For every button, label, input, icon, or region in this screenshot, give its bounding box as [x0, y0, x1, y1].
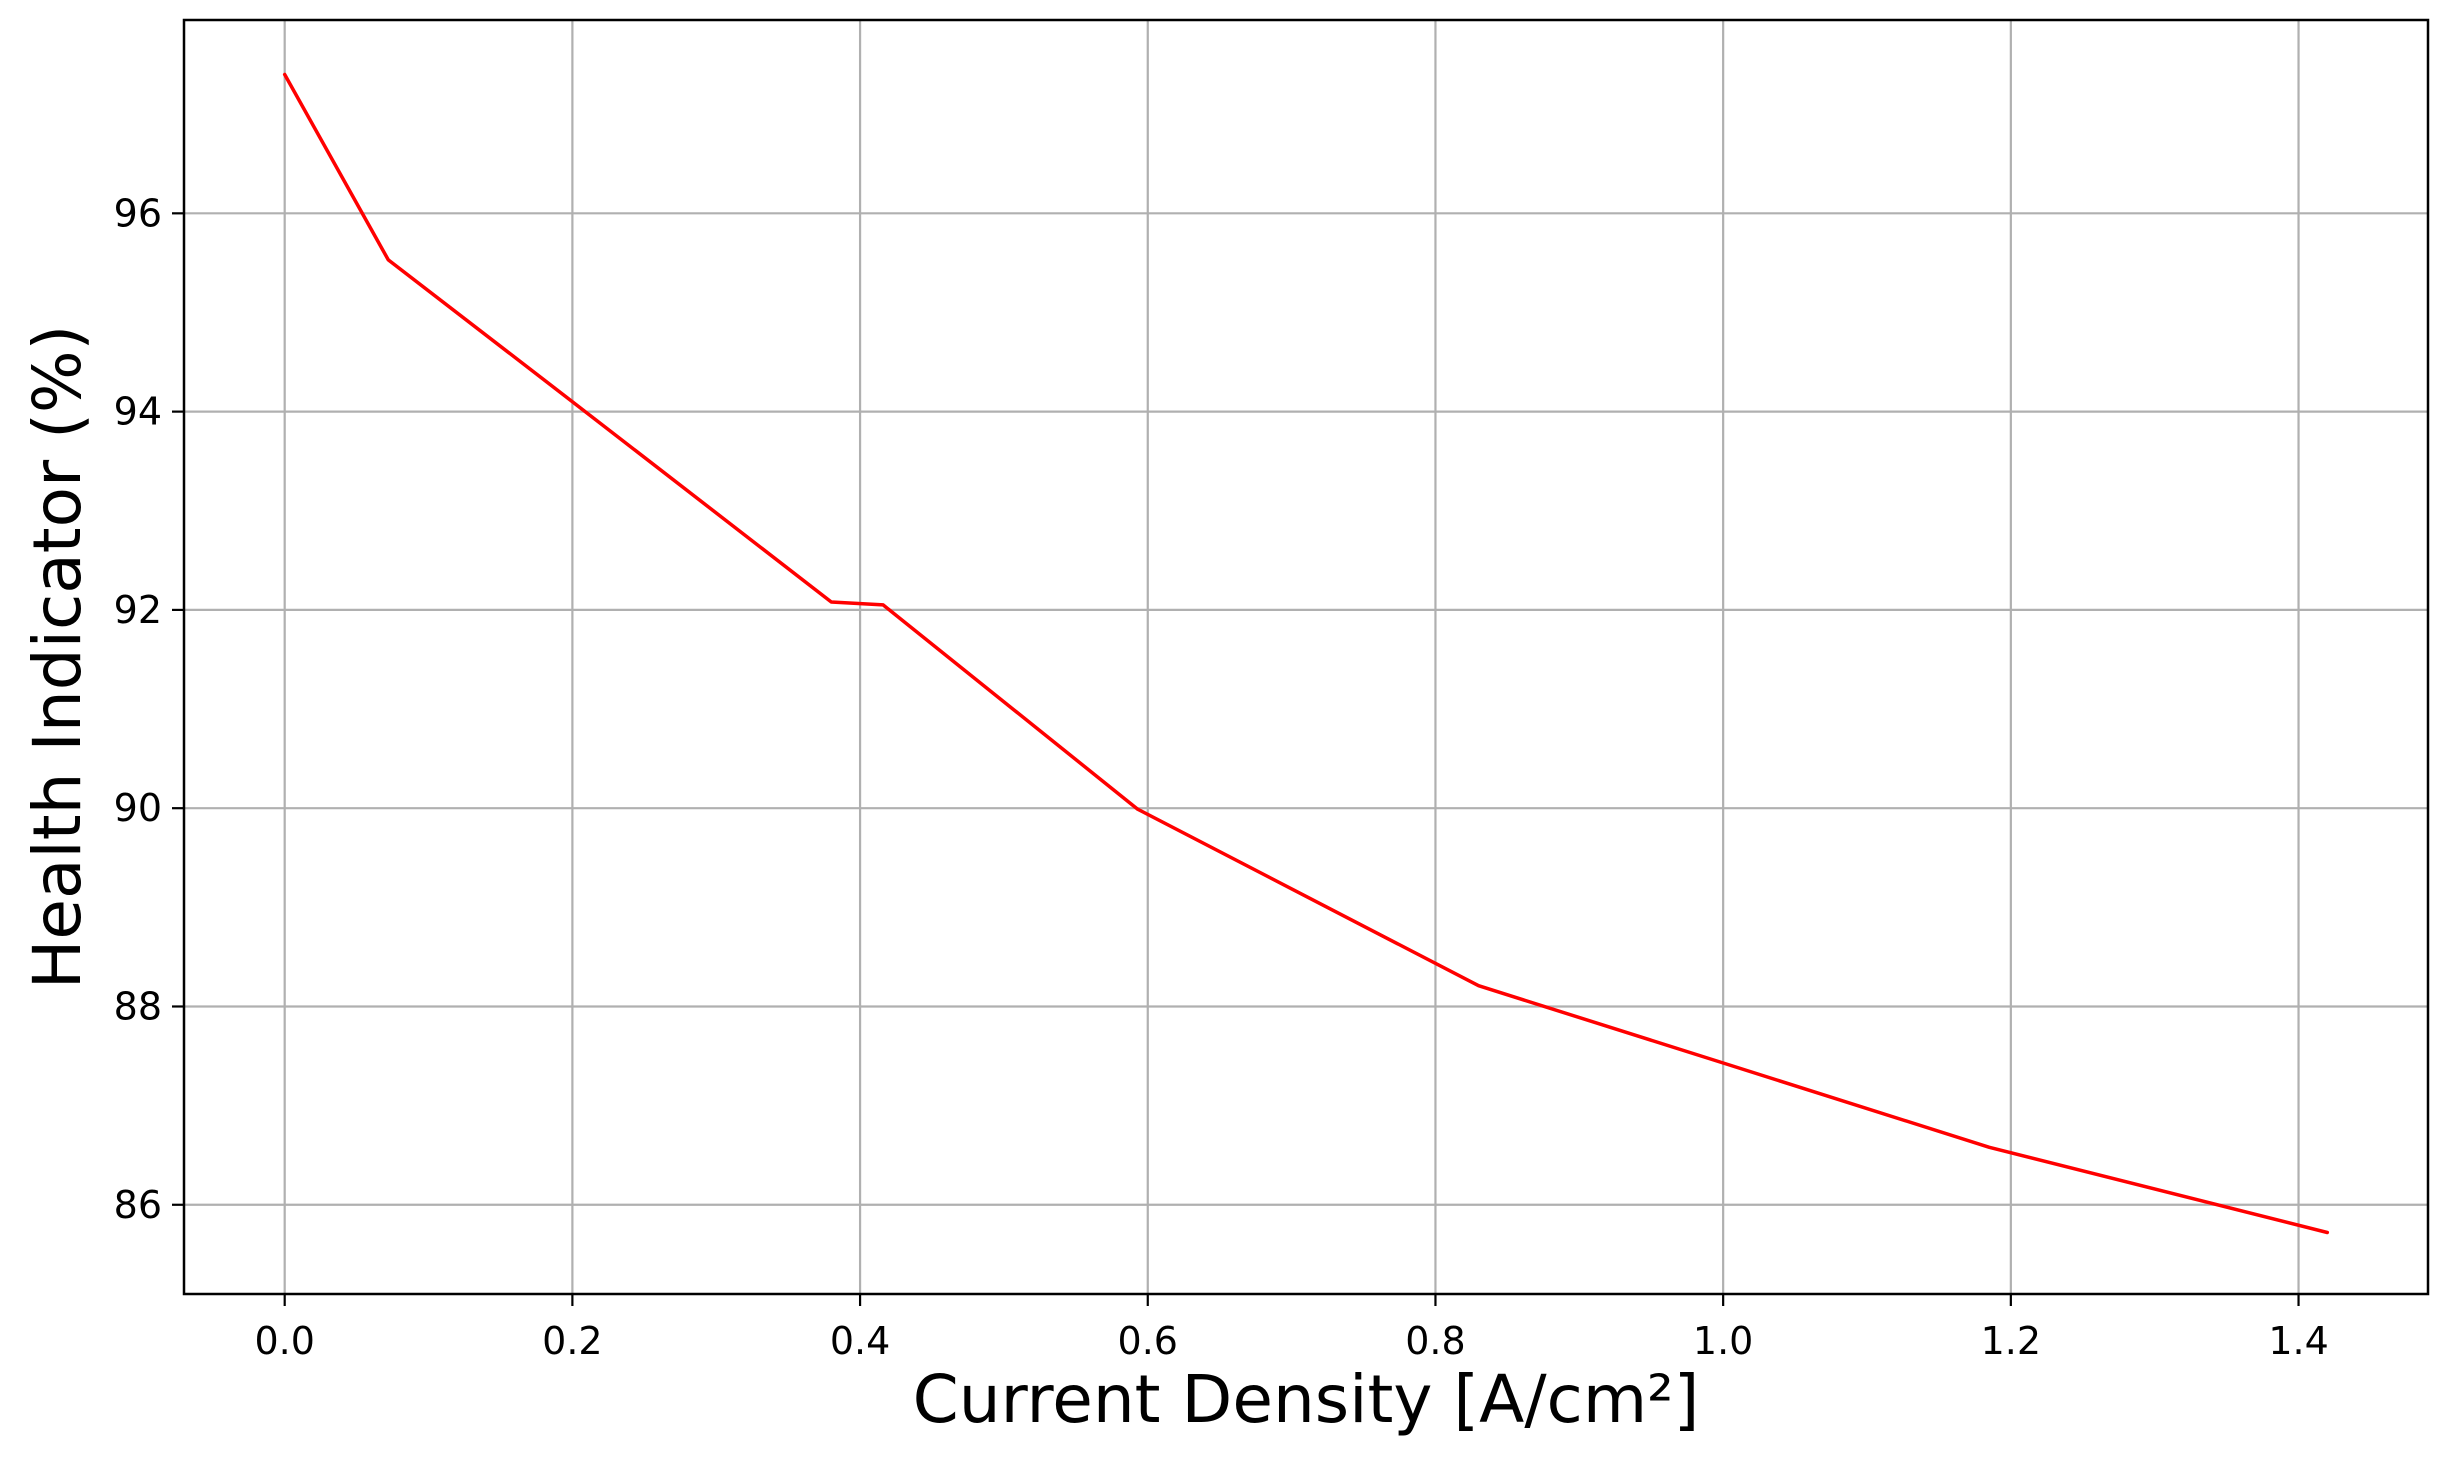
- x-tick-label: 0.6: [1118, 1319, 1178, 1363]
- y-tick-label: 92: [114, 588, 162, 632]
- x-tick-label: 1.0: [1693, 1319, 1753, 1363]
- x-axis-label: Current Density [A/cm²]: [913, 1361, 1700, 1438]
- x-tick-label: 1.2: [1981, 1319, 2041, 1363]
- y-tick-label: 86: [114, 1183, 162, 1227]
- series-line: [282, 72, 2330, 1235]
- y-tick-label: 96: [114, 191, 162, 235]
- x-tick-label: 0.0: [254, 1319, 314, 1363]
- y-axis-label: Health Indicator (%): [19, 325, 96, 990]
- plot-frame: [182, 18, 2430, 1296]
- grid-lines: [184, 20, 2428, 1294]
- x-tick-label: 0.8: [1405, 1319, 1465, 1363]
- y-tick-label: 94: [114, 390, 162, 434]
- x-tick-label: 0.2: [542, 1319, 602, 1363]
- x-axis-ticks: 0.0 0.2 0.4 0.6 0.8 1.0 1.2 1.4: [254, 1294, 2329, 1363]
- y-tick-label: 88: [114, 984, 162, 1028]
- x-tick-label: 1.4: [2268, 1319, 2328, 1363]
- y-axis-ticks: 86 88 90 92 94 96: [114, 191, 184, 1227]
- x-tick-label: 0.4: [830, 1319, 890, 1363]
- y-tick-label: 90: [114, 786, 162, 830]
- plot-series: [282, 72, 2330, 1235]
